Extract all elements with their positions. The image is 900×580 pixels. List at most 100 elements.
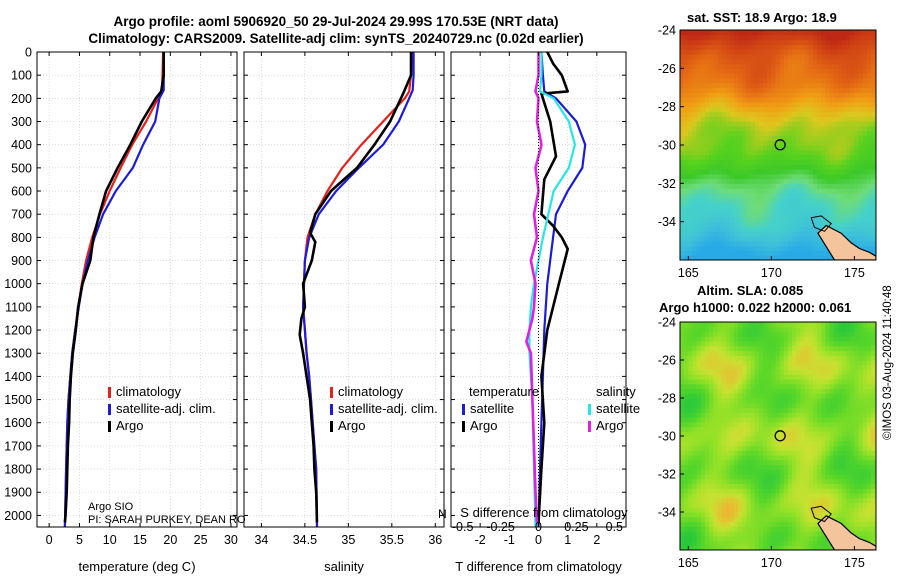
heatmap-cell [800,140,806,146]
heatmap-cell [846,417,851,423]
heatmap-cell [821,82,826,89]
heatmap-cell [713,331,718,337]
heatmap-cell [742,207,748,213]
heatmap-cell [800,92,806,98]
heatmap-cell [808,421,814,428]
heatmap-cell [758,445,764,451]
heatmap-cell [746,125,752,132]
heatmap-cell [692,507,698,513]
heatmap-cell [862,216,868,223]
heatmap-cell [729,474,735,480]
heatmap-cell [688,398,694,404]
heatmap-cell [858,516,864,523]
heatmap-cell [721,221,727,228]
heatmap-cell [688,417,694,423]
heatmap-cell [763,87,768,93]
heatmap-cell [713,383,718,390]
heatmap-cell [750,383,756,390]
heatmap-cell [788,483,793,489]
heatmap-cell [750,34,756,41]
heatmap-cell [696,540,702,546]
heatmap-cell [812,121,818,127]
heatmap-cell [783,507,789,513]
heatmap-cell [817,469,822,475]
heatmap-cell [709,469,714,475]
heatmap-cell [829,478,835,485]
heatmap-cell [841,159,847,165]
heatmap-cell [696,526,702,532]
heatmap-cell [684,54,689,60]
heatmap-cell [808,497,814,504]
heatmap-cell [700,440,706,447]
heatmap-cell [721,154,727,160]
heatmap-cell [775,44,781,50]
heatmap-cell [775,488,781,494]
heatmap-cell [800,68,806,74]
heatmap-cell [796,255,802,260]
heatmap-cell [709,121,714,127]
heatmap-cell [729,521,735,527]
heatmap-cell [725,135,731,141]
heatmap-cell [866,469,872,475]
heatmap-cell [704,512,710,518]
heatmap-cell [700,322,706,328]
heatmap-cell [837,469,843,475]
heatmap-cell [713,30,718,36]
heatmap-cell [862,535,868,542]
heatmap-cell [800,135,806,141]
heatmap-cell [763,478,768,485]
heatmap-cell [783,250,789,256]
heatmap-cell [850,426,856,432]
heatmap-cell [850,221,856,228]
heatmap-cell [713,474,718,480]
heatmap-cell [846,464,851,470]
heatmap-cell [729,173,735,180]
heatmap-cell [792,336,797,342]
heatmap-cell [854,178,860,184]
heatmap-cell [800,169,806,175]
heatmap-cell [754,212,760,218]
heatmap-cell [771,39,777,45]
heatmap-cell [725,255,731,260]
heatmap-cell [700,245,706,251]
heatmap-cell [817,497,822,504]
heatmap-cell [709,250,714,256]
heatmap-cell [871,398,876,404]
heatmap-cell [746,455,752,461]
heatmap-cell [721,545,727,550]
heatmap-cell [871,111,876,117]
heatmap-cell [738,322,743,328]
heatmap-cell [788,450,793,456]
heatmap-cell [700,73,706,79]
heatmap-cell [713,255,718,260]
x-tick-label: 5 [76,533,83,547]
heatmap-cell [804,68,810,74]
heatmap-cell [829,188,835,194]
heatmap-cell [858,44,864,50]
heatmap-cell [858,407,864,413]
heatmap-cell [817,474,822,480]
heatmap-cell [808,350,814,356]
heatmap-cell [808,130,814,136]
heatmap-cell [700,516,706,523]
heatmap-cell [871,159,876,165]
heatmap-cell [771,54,777,60]
heatmap-cell [800,202,806,208]
heatmap-cell [792,92,797,98]
heatmap-cell [704,535,710,542]
heatmap-cell [704,431,710,437]
heatmap-cell [717,398,723,404]
heatmap-cell [808,326,814,333]
heatmap-cell [692,135,698,141]
heatmap-cell [713,440,718,447]
heatmap-cell [700,135,706,141]
heatmap-cell [779,183,785,189]
heatmap-cell [792,135,797,141]
heatmap-cell [866,345,872,352]
heatmap-cell [866,240,872,247]
heatmap-cell [750,474,756,480]
heatmap-cell [841,92,847,98]
heatmap-cell [796,236,802,242]
heatmap-cell [754,207,760,213]
series-line-climatology [302,52,413,527]
